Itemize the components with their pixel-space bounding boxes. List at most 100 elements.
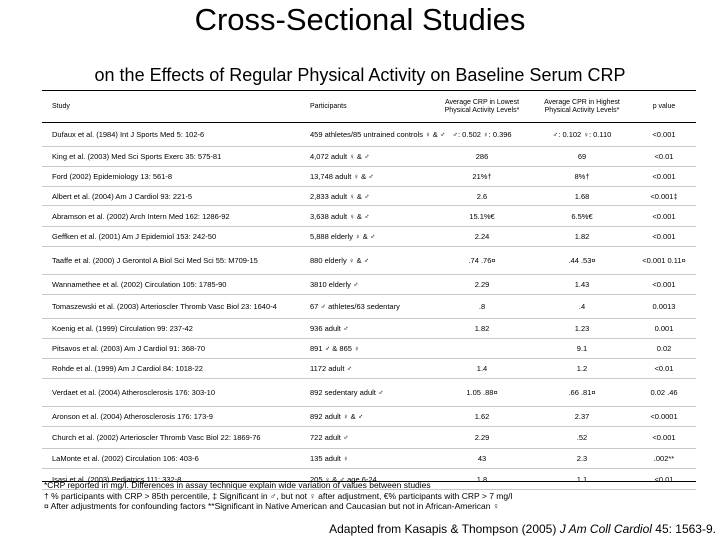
cell-low: 21%† xyxy=(472,172,492,181)
cell-high: 1.23 xyxy=(574,324,590,333)
cell-pvalue: 0.001 xyxy=(654,324,674,333)
cell-low: 1.8 xyxy=(476,474,488,484)
header-pvalue: p value xyxy=(652,102,676,110)
header-avg-highest: Average CPR in Highest Physical Activity… xyxy=(544,98,620,114)
crp-table: Study Participants Average CRP in Lowest… xyxy=(42,90,696,490)
cell-participants: 891 ♂ & 865 ♀ xyxy=(310,344,360,353)
cell-high: 2.37 xyxy=(574,412,590,421)
cell-pvalue: <0.001‡ xyxy=(650,191,678,201)
cell-study: Geffken et al. (2001) Am J Epidemiol 153… xyxy=(52,232,217,241)
cell-high: .4 xyxy=(578,302,586,311)
footnote: ¤ After adjustments for confounding fact… xyxy=(44,501,500,511)
cell-pvalue: <0.001 0.11¤ xyxy=(642,256,686,265)
cell-participants: 936 adult ♂ xyxy=(310,324,349,333)
header-participants: Participants xyxy=(310,102,347,110)
cell-high: 1.82 xyxy=(574,232,590,241)
cell-low: 2.24 xyxy=(474,232,490,241)
cell-pvalue: <0.01 xyxy=(654,152,674,161)
table-row: LaMonte et al. (2002) Circulation 106: 4… xyxy=(42,449,696,469)
cell-study: Wannamethee et al. (2002) Circulation 10… xyxy=(52,280,227,289)
cell-high: ♂: 0.102 ♀: 0.110 xyxy=(552,130,612,139)
table-row: Koenig et al. (1999) Circulation 99: 237… xyxy=(42,319,696,339)
cell-participants: 1172 adult ♂ xyxy=(310,364,353,373)
cell-participants: 892 adult ♀ & ♂ xyxy=(310,412,364,421)
cell-low: 2.29 xyxy=(474,280,490,289)
cell-participants: 5,888 elderly ♀ & ♂ xyxy=(310,232,376,241)
table-row: Dufaux et al. (1984) Int J Sports Med 5:… xyxy=(42,123,696,147)
table-header: Study Participants Average CRP in Lowest… xyxy=(42,91,696,123)
page-subtitle: on the Effects of Regular Physical Activ… xyxy=(94,65,626,85)
cell-low: 1.62 xyxy=(474,412,490,421)
header-avg-lowest: Average CRP in Lowest Physical Activity … xyxy=(444,98,520,114)
footnotes: *CRP reported in mg/l. Differences in as… xyxy=(44,480,684,512)
cell-study: Dufaux et al. (1984) Int J Sports Med 5:… xyxy=(52,130,205,139)
cell-high: 69 xyxy=(577,152,587,161)
cell-pvalue: <0.0001 xyxy=(650,412,678,421)
cell-pvalue: 0.02 xyxy=(656,344,672,353)
table-row: Ford (2002) Epidemiology 13: 561-8 13,748… xyxy=(42,167,696,187)
cell-participants: 459 athletes/85 untrained controls ♀ & ♂ xyxy=(310,130,446,139)
cell-pvalue: <0.001 xyxy=(652,211,676,221)
cell-pvalue: 0.0013 xyxy=(652,302,676,311)
citation-journal: J Am Coll Cardiol xyxy=(559,522,652,536)
cell-study: Rohde et al. (1999) Am J Cardiol 84: 101… xyxy=(52,364,203,373)
cell-high: 1.2 xyxy=(576,364,588,373)
citation-prefix: Adapted from Kasapis & Thompson (2005) xyxy=(329,522,560,536)
citation: Adapted from Kasapis & Thompson (2005) J… xyxy=(329,521,716,537)
cell-participants: 880 elderly ♀ & ♂ xyxy=(310,256,370,265)
table-row: Verdaet et al. (2004) Atherosclerosis 17… xyxy=(42,379,696,407)
cell-participants: 3810 elderly ♂ xyxy=(310,280,359,289)
cell-pvalue: 0.02 .46 xyxy=(650,388,678,397)
cell-high: .44 .53¤ xyxy=(568,256,596,265)
cell-participants: 2,833 adult ♀ & ♂ xyxy=(310,191,370,201)
cell-study: Abramson et al. (2002) Arch Intern Med 1… xyxy=(52,211,230,221)
cell-high: 2.3 xyxy=(576,454,588,463)
cell-study: Koenig et al. (1999) Circulation 99: 237… xyxy=(52,324,193,333)
cell-pvalue: <0.001 xyxy=(652,433,676,442)
cell-pvalue: <0.01 xyxy=(654,364,674,373)
table-row: Abramson et al. (2002) Arch Intern Med 1… xyxy=(42,206,696,227)
cell-high: 9.1 xyxy=(576,344,588,353)
cell-low: 1.4 xyxy=(476,364,488,373)
cell-low: 43 xyxy=(477,454,487,463)
cell-pvalue: <0.001 xyxy=(652,172,676,181)
header-study: Study xyxy=(52,102,70,110)
cell-study: Tomaszewski et al. (2003) Arterioscler T… xyxy=(52,302,277,311)
cell-participants: 135 adult ♀ xyxy=(310,454,349,463)
cell-pvalue: <0.001 xyxy=(652,130,676,139)
footnote: † % participants with CRP > 85th percent… xyxy=(44,490,513,501)
cell-participants: 3,638 adult ♀ & ♂ xyxy=(310,211,370,221)
cell-low: 286 xyxy=(475,152,489,161)
cell-pvalue: <0.01 xyxy=(654,474,674,484)
table-row: Albert et al. (2004) Am J Cardiol 93: 22… xyxy=(42,187,696,206)
cell-study: Ford (2002) Epidemiology 13: 561-8 xyxy=(52,172,173,181)
cell-study: Aronson et al. (2004) Atherosclerosis 17… xyxy=(52,412,213,421)
cell-high: 1.43 xyxy=(574,280,590,289)
cell-low: 1.05 .88¤ xyxy=(466,388,498,397)
table-row: Tomaszewski et al. (2003) Arterioscler T… xyxy=(42,295,696,319)
cell-high: 6.5%€ xyxy=(571,211,593,221)
table-row: Taaffe et al. (2000) J Gerontol A Biol S… xyxy=(42,247,696,275)
cell-high: 1.68 xyxy=(574,191,590,201)
cell-high: .52 xyxy=(576,433,588,442)
cell-pvalue: .002** xyxy=(653,454,675,463)
table-row: Isasi et al. (2003) Pediatrics 111: 332-… xyxy=(42,469,696,490)
cell-high: .66 .81¤ xyxy=(568,388,596,397)
cell-study: Isasi et al. (2003) Pediatrics 111: 332-… xyxy=(52,474,182,484)
cell-high: 8%† xyxy=(574,172,590,181)
cell-low: ♂: 0.502 ♀: 0.396 xyxy=(452,130,512,139)
table-row: Church et al. (2002) Arterioscler Thromb… xyxy=(42,427,696,449)
table-row: Pitsavos et al. (2003) Am J Cardiol 91: … xyxy=(42,339,696,359)
cell-participants: 4,072 adult ♀ & ♂ xyxy=(310,152,370,161)
cell-study: Pitsavos et al. (2003) Am J Cardiol 91: … xyxy=(52,344,205,353)
cell-high: 1.1 xyxy=(576,474,588,484)
cell-low xyxy=(432,339,532,358)
table-row: Aronson et al. (2004) Atherosclerosis 17… xyxy=(42,407,696,427)
cell-study: Taaffe et al. (2000) J Gerontol A Biol S… xyxy=(52,256,258,265)
cell-pvalue: <0.001 xyxy=(652,280,676,289)
cell-study: Verdaet et al. (2004) Atherosclerosis 17… xyxy=(52,388,216,397)
cell-study: LaMonte et al. (2002) Circulation 106: 4… xyxy=(52,454,199,463)
page-title: Cross-Sectional Studies xyxy=(194,2,526,37)
cell-participants: 67 ♂ athletes/63 sedentary xyxy=(310,302,400,311)
cell-low: .74 .76¤ xyxy=(468,256,496,265)
